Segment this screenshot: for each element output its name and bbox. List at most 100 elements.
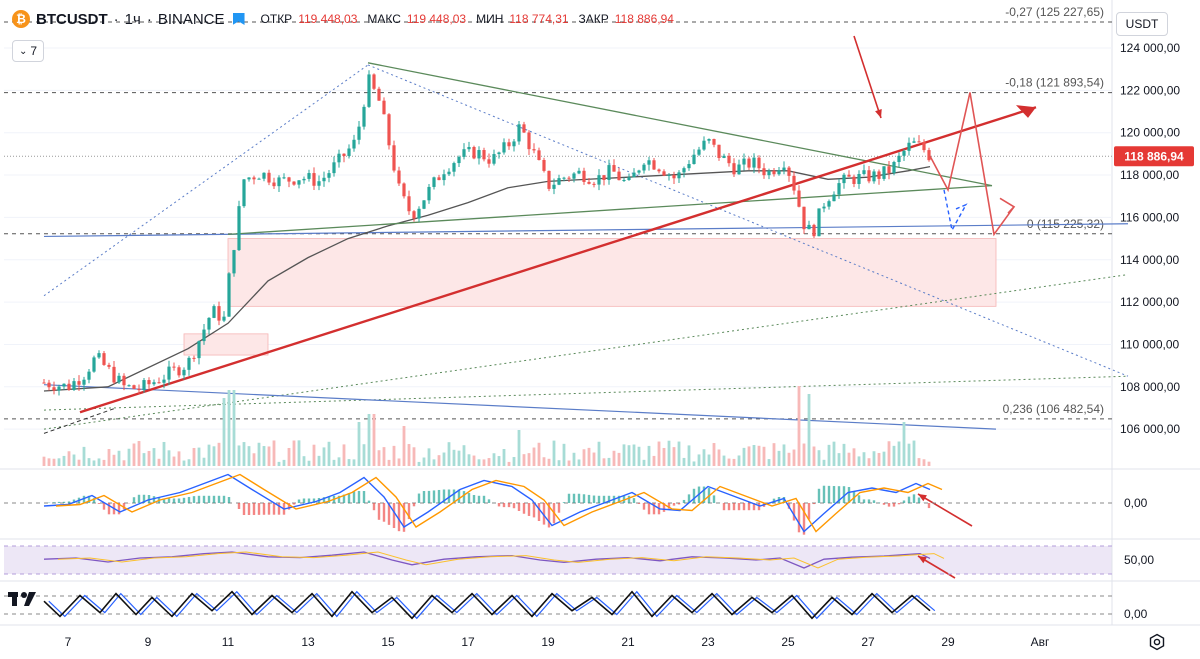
macd-histogram-bar [737,503,741,511]
macd-histogram-bar [197,495,201,503]
candle-body [652,160,656,170]
volume-bar [147,450,151,466]
volume-bar [97,458,101,466]
volume-bar [122,460,126,466]
red-trendline [79,106,1037,414]
volume-bar [457,450,461,466]
macd-histogram-bar [802,503,806,535]
candle-body [467,146,471,150]
candle-body [512,141,516,147]
candle-body [372,74,376,89]
macd-histogram-bar [122,503,126,510]
macd-histogram-bar [87,495,91,503]
candle-body [817,208,821,237]
candle-body [687,163,691,169]
candle-body [242,179,246,207]
macd-histogram-bar [887,503,891,507]
candle-body [702,140,706,150]
candle-body [612,165,616,172]
volume-bar [667,440,671,466]
settings-button[interactable] [1146,632,1168,652]
symbol-name[interactable]: BTCUSDT [36,10,108,28]
macd-histogram-bar [637,503,641,504]
candle-body [522,124,526,133]
macd-histogram-bar [227,497,231,503]
volume-bar [117,450,121,466]
macd-histogram-bar [182,497,186,503]
volume-bar [207,444,211,466]
candle-body [337,153,341,163]
volume-bar [687,445,691,466]
candle-body [457,156,461,164]
indicators-toggle-button[interactable]: ⌄ 7 [12,40,44,62]
annotation-arrow-head [918,494,927,502]
volume-bar [62,455,66,466]
macd-histogram-bar [597,495,601,503]
candle-body [537,150,541,160]
macd-histogram-bar [617,495,621,503]
volume-bar [572,452,576,466]
macd-histogram-bar [287,503,291,510]
exchange-label: BINANCE [157,10,225,28]
volume-bar [547,458,551,466]
macd-histogram-bar [907,496,911,503]
macd-histogram-bar [402,503,406,532]
macd-histogram-bar [82,495,86,503]
macd-histogram-bar [57,501,61,503]
flag-icon [232,13,245,25]
volume-bar [517,430,521,466]
macd-histogram-bar [422,491,426,503]
volume-bar [402,426,406,466]
macd-histogram-bar [727,503,731,511]
macd-histogram-bar [692,488,696,503]
volume-bar [877,452,881,466]
candle-body [187,357,191,370]
volume-bar [582,449,586,466]
volume-bar [782,444,786,466]
volume-bar [257,442,261,466]
macd-histogram-bar [457,489,461,503]
macd-histogram-bar [667,503,671,509]
x-tick-label: Авг [1031,635,1050,649]
candle-body [442,174,446,181]
interval-label[interactable]: 1ч [124,10,141,28]
candle-body [907,142,911,151]
candle-body [482,150,486,160]
candle-body [547,170,551,189]
candle-body [837,183,841,195]
macd-histogram-bar [567,493,571,503]
macd-histogram-bar [682,499,686,503]
macd-histogram-bar [812,503,816,505]
macd-histogram-bar [832,486,836,503]
candle-body [292,181,296,185]
volume-bar [682,457,686,466]
candle-body [347,148,351,157]
candle-body [637,170,641,173]
volume-bar [47,458,51,466]
y-tick-label: 106 000,00 [1120,422,1180,436]
volume-bar [492,453,496,466]
macd-histogram-bar [732,503,736,511]
volume-bar [312,444,316,466]
y-tick-label: 118 000,00 [1120,168,1179,182]
currency-selector[interactable]: USDT [1116,12,1168,36]
candle-body [627,177,631,180]
volume-bar [382,447,386,466]
macd-histogram-bar [102,503,106,510]
volume-bar [67,451,71,466]
macd-histogram-bar [262,503,266,515]
last-price-label: 118 886,94 [1124,149,1184,163]
volume-bar [757,445,761,466]
macd-histogram-bar [772,498,776,503]
macd-histogram-bar [702,486,706,503]
volume-bar [507,461,511,466]
macd-histogram-bar [747,503,751,511]
volume-bar [857,456,861,466]
candle-body [312,173,316,186]
candle-body [707,139,711,141]
candle-body [602,175,606,180]
candle-body [867,170,871,182]
candle-body [167,366,171,380]
volume-bar [592,452,596,466]
